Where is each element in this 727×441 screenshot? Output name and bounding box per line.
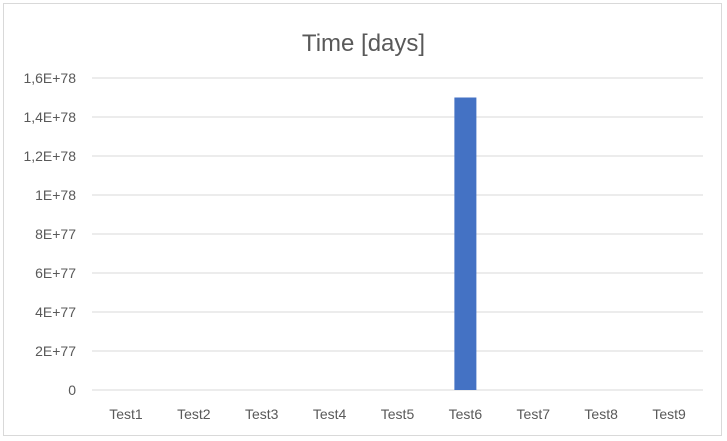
bar-test6: [454, 97, 477, 390]
y-tick-label: 2E+77: [35, 343, 76, 359]
x-tick-label: Test5: [381, 406, 415, 422]
y-tick-label: 1,4E+78: [23, 109, 76, 125]
y-tick-label: 4E+77: [35, 304, 76, 320]
y-tick-label: 1E+78: [35, 187, 76, 203]
chart-title: Time [days]: [301, 30, 426, 57]
x-tick-label: Test3: [245, 406, 279, 422]
chart-frame: [3, 3, 722, 436]
y-tick-label: 8E+77: [35, 226, 76, 242]
x-tick-label: Test8: [584, 406, 618, 422]
x-tick-label: Test1: [109, 406, 143, 422]
y-tick-label: 1,6E+78: [23, 70, 76, 86]
x-tick-label: Test9: [652, 406, 686, 422]
x-tick-label: Test6: [449, 406, 483, 422]
x-tick-label: Test7: [517, 406, 551, 422]
y-tick-label: 6E+77: [35, 265, 76, 281]
x-tick-label: Test2: [177, 406, 211, 422]
y-tick-label: 1,2E+78: [23, 148, 76, 164]
y-tick-label: 0: [68, 382, 76, 398]
x-tick-label: Test4: [313, 406, 347, 422]
